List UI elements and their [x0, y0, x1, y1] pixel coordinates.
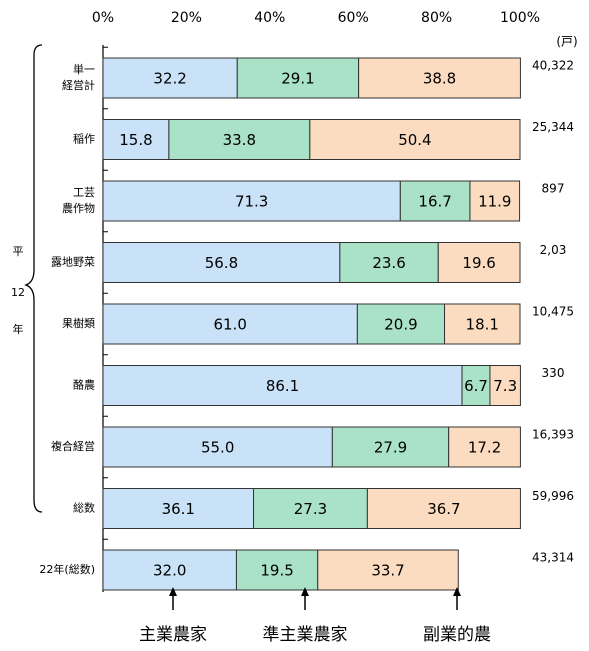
- bar-segment: [102, 365, 463, 406]
- category-label: 露地野菜: [51, 256, 95, 269]
- category-label: 酪農: [73, 378, 95, 392]
- bar-segment: [102, 303, 358, 345]
- value-label: 16.7: [418, 193, 451, 211]
- value-label: 55.0: [201, 439, 234, 457]
- value-label: 15.8: [119, 131, 152, 149]
- x-tick-label: 80%: [421, 10, 452, 26]
- bar-segment: [444, 303, 521, 345]
- value-label: 71.3: [235, 193, 268, 211]
- value-label: 29.1: [281, 70, 314, 88]
- total-label: 43,314: [532, 551, 574, 565]
- value-label: 56.8: [205, 254, 238, 272]
- total-label: 10,475: [532, 305, 574, 319]
- bar-segment: [469, 180, 521, 222]
- value-label: 50.4: [398, 131, 431, 149]
- x-tick-label: 60%: [338, 10, 369, 26]
- value-label: 23.6: [372, 254, 405, 272]
- value-label: 6.7: [464, 377, 488, 395]
- legend-label: 副業的農: [423, 625, 491, 645]
- bar-segment: [102, 119, 170, 160]
- bar-segment: [102, 426, 333, 468]
- total-label: 2,03: [540, 243, 567, 257]
- total-label: 59,996: [532, 489, 574, 503]
- value-label: 27.9: [374, 439, 407, 457]
- value-label: 27.3: [294, 500, 327, 518]
- category-label: 工芸農作物: [62, 186, 95, 215]
- bar-segment: [437, 242, 521, 283]
- bar-segment: [102, 549, 237, 591]
- x-tick-label: 100%: [500, 10, 540, 26]
- bar-segment: [366, 488, 521, 529]
- value-label: 32.0: [153, 562, 186, 580]
- bar-segment: [331, 426, 450, 468]
- value-label: 32.2: [153, 70, 186, 88]
- bar-segment: [168, 119, 311, 160]
- legend-label: 主業農家: [139, 625, 207, 645]
- bar-segment: [358, 57, 521, 99]
- arrow-head: [169, 587, 177, 596]
- total-label: 16,393: [532, 428, 574, 442]
- value-label: 19.6: [462, 254, 495, 272]
- value-label: 18.1: [466, 316, 499, 334]
- brace: [24, 44, 43, 513]
- bar-segment: [448, 426, 521, 468]
- total-label: 40,322: [532, 59, 574, 73]
- arrow-head: [301, 587, 309, 596]
- value-label: 38.8: [423, 70, 456, 88]
- total-label: 25,344: [532, 120, 574, 134]
- value-label: 11.9: [478, 193, 511, 211]
- bar-segment: [253, 488, 368, 529]
- bar-segment: [235, 549, 319, 591]
- legend-label: 準主業農家: [263, 625, 348, 645]
- category-label: 総数: [73, 501, 95, 515]
- value-label: 36.1: [162, 500, 195, 518]
- category-label: 複合経営: [51, 439, 95, 453]
- category-label: 単一経営計: [62, 62, 95, 92]
- category-label: 22年(総数): [39, 562, 95, 576]
- bar-segment: [489, 365, 521, 406]
- group-label: 平: [13, 245, 24, 258]
- x-tick-label: 40%: [254, 10, 285, 26]
- value-label: 86.1: [266, 377, 299, 395]
- group-label: 年: [13, 322, 24, 336]
- category-label: 果樹類: [62, 317, 95, 330]
- bar-segment: [102, 57, 238, 99]
- unit-label: (戸): [556, 35, 577, 49]
- x-tick-label: 0%: [92, 10, 114, 26]
- value-label: 33.8: [223, 131, 256, 149]
- value-label: 33.7: [371, 562, 404, 580]
- bar-segment: [102, 488, 255, 529]
- bar-segment: [236, 57, 360, 99]
- value-label: 7.3: [493, 377, 517, 395]
- bar-segment: [309, 119, 521, 160]
- bar-segment: [317, 549, 459, 591]
- value-label: 61.0: [213, 316, 246, 334]
- group-label: 12: [11, 286, 25, 299]
- value-label: 20.9: [384, 316, 417, 334]
- value-label: 17.2: [468, 439, 501, 457]
- x-tick-label: 20%: [171, 10, 202, 26]
- bar-segment: [356, 303, 446, 345]
- arrow-head: [453, 587, 461, 596]
- bar-segment: [339, 242, 439, 283]
- total-label: 897: [542, 182, 565, 196]
- value-label: 19.5: [260, 562, 293, 580]
- bar-segment: [461, 365, 491, 406]
- category-label: 稲作: [73, 133, 95, 146]
- value-label: 36.7: [427, 500, 460, 518]
- total-label: 330: [542, 366, 565, 380]
